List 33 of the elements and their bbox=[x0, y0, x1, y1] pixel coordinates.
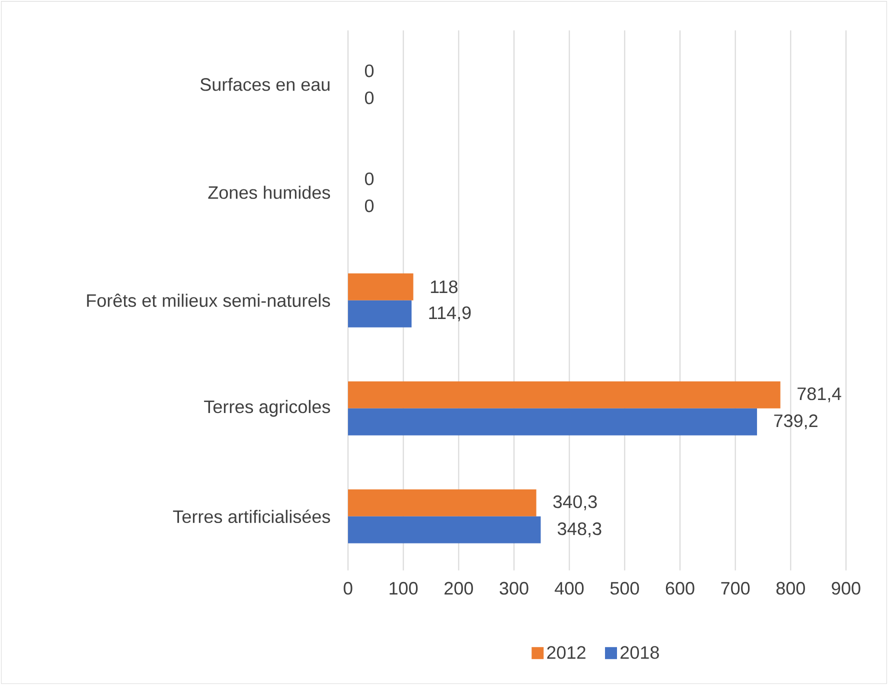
legend-label: 2012 bbox=[547, 646, 586, 659]
y-tick-label: Forêts et milieux semi-naturels bbox=[87, 294, 330, 307]
y-tick-label: Surfaces en eau bbox=[200, 78, 330, 91]
bar bbox=[348, 489, 536, 516]
x-tick-label: 300 bbox=[500, 582, 528, 595]
y-tick-label: Terres artificialisées bbox=[173, 510, 330, 524]
y-tick-label: Terres agricoles bbox=[204, 400, 330, 417]
data-label: 0 bbox=[364, 199, 374, 212]
x-tick-label: 200 bbox=[444, 582, 473, 595]
data-label: 118 bbox=[430, 280, 458, 294]
data-label: 114,9 bbox=[429, 306, 471, 322]
legend-label: 2018 bbox=[620, 646, 659, 659]
x-tick-label: 0 bbox=[344, 582, 352, 595]
x-tick-label: 100 bbox=[390, 582, 418, 595]
x-tick-label: 900 bbox=[832, 582, 860, 595]
x-tick-label: 400 bbox=[554, 582, 584, 595]
data-label: 0 bbox=[364, 64, 374, 78]
bar bbox=[348, 408, 758, 436]
data-label: 340,3 bbox=[553, 495, 597, 510]
data-label: 0 bbox=[364, 91, 374, 104]
data-label: 0 bbox=[364, 172, 374, 186]
data-label: 781,4 bbox=[798, 387, 842, 402]
x-tick-label: 700 bbox=[721, 582, 750, 595]
bar bbox=[348, 300, 412, 328]
x-tick-label: 800 bbox=[776, 582, 805, 595]
data-label: 739,2 bbox=[774, 414, 818, 430]
bar bbox=[348, 516, 541, 544]
x-tick-label: 600 bbox=[666, 582, 694, 595]
bar bbox=[348, 273, 414, 300]
bar bbox=[348, 381, 780, 408]
data-label: 348,3 bbox=[558, 522, 602, 538]
x-tick-label: 500 bbox=[610, 582, 639, 595]
y-tick-label: Zones humides bbox=[208, 186, 330, 199]
